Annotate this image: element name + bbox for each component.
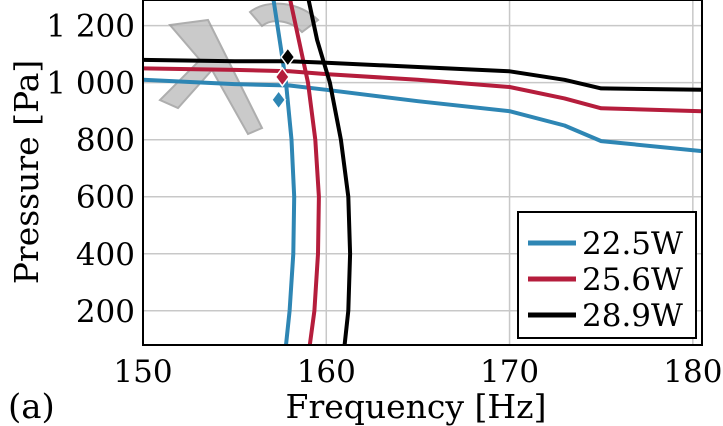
watermark-graphic (158, 2, 320, 136)
legend: 22.5W 25.6W 28.9W (517, 211, 697, 339)
series-22-5w-marker (270, 89, 287, 111)
series-22-5w-steep-branch (271, 0, 297, 345)
y-tick-label: 1 000 (46, 66, 135, 102)
series-25-6w-flat-branch (143, 66, 702, 114)
series-layer (143, 0, 702, 345)
series-28-9w-flat-branch (143, 57, 702, 92)
y-tick-labels: 200 400 600 800 1 000 1 200 (46, 9, 135, 330)
series-22-5w-flat-branch (143, 77, 702, 154)
legend-label-22-5w: 22.5W (582, 226, 683, 262)
x-tick-labels: 150 160 170 180 (113, 354, 722, 390)
series-28-9w-steep-branch (306, 0, 353, 345)
watermark-stroke (158, 18, 264, 136)
y-tick-label: 800 (76, 123, 135, 159)
legend-label-25-6w: 25.6W (582, 262, 683, 298)
x-tick-label: 150 (113, 354, 172, 390)
y-axis-label: Pressure [Pa] (7, 60, 46, 285)
panel-label: (a) (8, 387, 55, 426)
grid-lines (142, 0, 702, 345)
y-tick-label: 400 (76, 237, 135, 273)
plot-frame (142, 0, 703, 346)
x-tick-label: 170 (480, 354, 539, 390)
series-25-6w-marker (274, 66, 290, 88)
series-28-9w-marker (280, 46, 296, 68)
y-tick-label: 600 (76, 180, 135, 216)
x-tick-label: 160 (297, 354, 356, 390)
legend-label-28-9w: 28.9W (582, 298, 683, 334)
x-axis-label: Frequency [Hz] (286, 387, 547, 426)
y-tick-label: 200 (76, 294, 135, 330)
x-tick-label: 180 (663, 354, 722, 390)
series-25-6w-steep-branch (288, 0, 321, 345)
watermark-stroke (248, 2, 320, 34)
y-tick-label: 1 200 (46, 9, 135, 45)
